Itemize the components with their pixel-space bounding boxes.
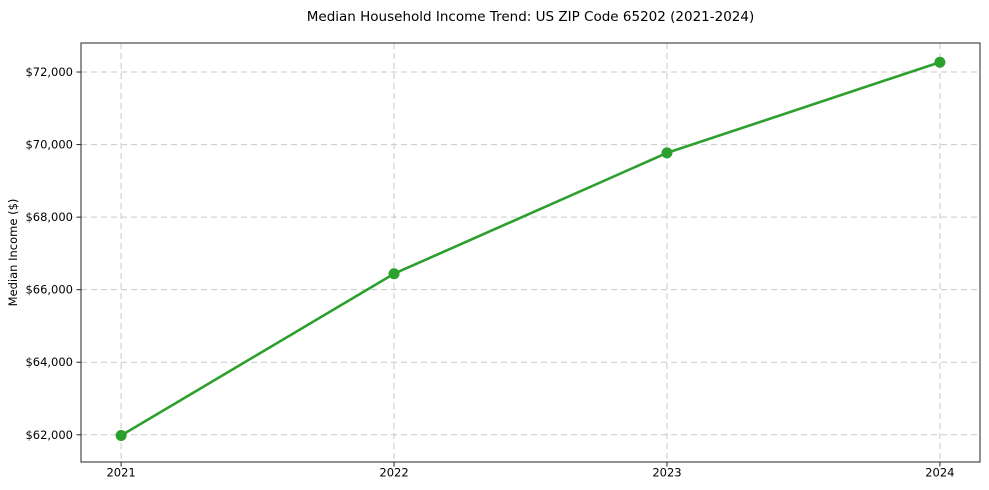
data-point-2022 xyxy=(388,268,400,280)
series-layer xyxy=(115,56,946,442)
x-tick-label: 2022 xyxy=(379,466,408,480)
chart-title: Median Household Income Trend: US ZIP Co… xyxy=(307,9,755,25)
x-tick-label: 2024 xyxy=(925,466,954,480)
y-tick-label: $70,000 xyxy=(25,138,73,152)
y-tick-label: $64,000 xyxy=(25,355,73,369)
y-tick-label: $72,000 xyxy=(25,65,73,79)
x-tick-label: 2021 xyxy=(106,466,135,480)
axes-layer: $62,000 $64,000 $66,000 $68,000 $70,000 $72,0… xyxy=(25,42,981,480)
plot-border xyxy=(80,42,981,463)
grid-layer xyxy=(81,43,980,462)
x-tick-label: 2023 xyxy=(652,466,681,480)
data-point-2024 xyxy=(934,56,946,68)
income-trend-line xyxy=(119,60,942,437)
data-point-2023 xyxy=(661,147,673,159)
y-axis-label: Median Income ($) xyxy=(6,199,20,307)
y-tick-label: $62,000 xyxy=(25,428,73,442)
y-tick-label: $68,000 xyxy=(25,210,73,224)
data-point-2021 xyxy=(115,430,127,442)
y-tick-label: $66,000 xyxy=(25,283,73,297)
